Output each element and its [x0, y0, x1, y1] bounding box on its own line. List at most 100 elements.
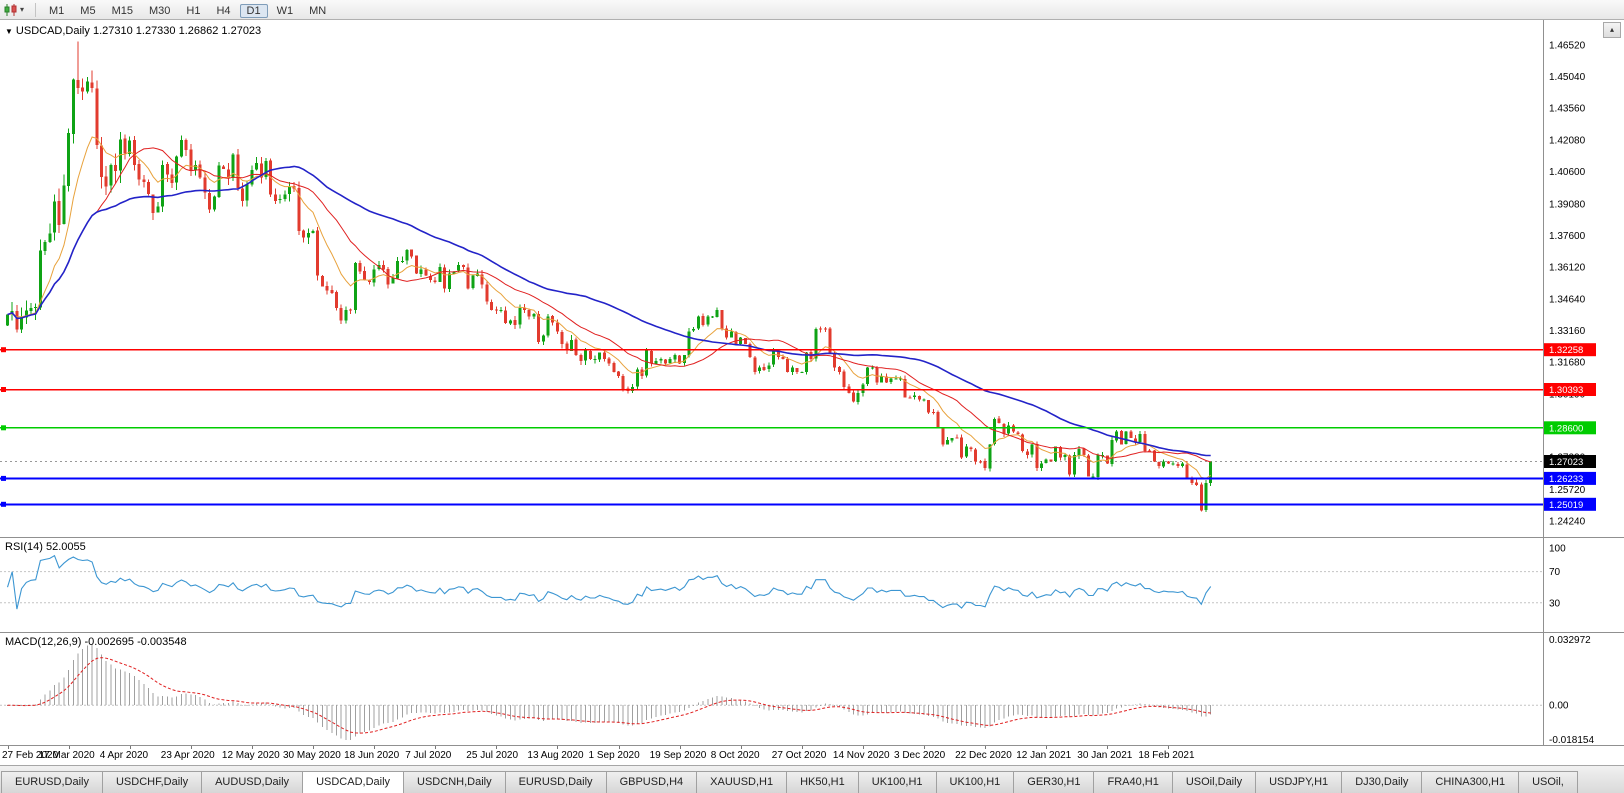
- macd-signal-line: [7, 657, 1211, 734]
- main-chart-canvas[interactable]: 1.46520 1.45040 1.43560 1.42080 1.40600 1.390…: [0, 20, 1624, 537]
- chart-tab-uk100-h1[interactable]: UK100,H1: [935, 771, 1015, 793]
- date-tick-mark: [924, 746, 925, 749]
- rsi-label: RSI(14) 52.0055: [5, 541, 86, 553]
- chart-tab-usoil[interactable]: USOil,: [1518, 771, 1578, 793]
- date-tick-mark: [435, 746, 437, 749]
- date-axis-label: 14 Nov 2020: [832, 750, 890, 761]
- svg-text:1.43560: 1.43560: [1549, 104, 1586, 115]
- chart-ohlc-values: 1.27310 1.27330 1.26862 1.27023: [92, 25, 262, 37]
- date-tick-mark: [313, 746, 314, 749]
- svg-text:1.45040: 1.45040: [1549, 72, 1586, 83]
- chart-tab-usdcnh-daily[interactable]: USDCNH,Daily: [403, 771, 506, 793]
- timeframe-button-m5[interactable]: M5: [80, 4, 96, 17]
- chart-tab-ger30-h1[interactable]: GER30,H1: [1013, 771, 1095, 793]
- chart-tab-china300-h1[interactable]: CHINA300,H1: [1421, 771, 1520, 793]
- level-anchor-square: [1, 501, 6, 507]
- chart-tab-dj30-daily[interactable]: DJ30,Daily: [1341, 771, 1423, 793]
- rsi-line: [6, 554, 1212, 610]
- svg-text:1.33160: 1.33160: [1549, 326, 1586, 337]
- svg-text:1.28600: 1.28600: [1549, 423, 1583, 434]
- candlestick-chart-icon: [4, 3, 17, 16]
- chart-scroll-up-button[interactable]: ▴: [1603, 22, 1621, 38]
- chart-tab-bar: EURUSD,Daily USDCHF,Daily AUDUSD,Daily USDC…: [0, 765, 1624, 793]
- timeframe-toolbar: ▾ M1 M5 M15 M30 H1 H4 D1 W1 MN: [0, 0, 1624, 20]
- level-anchor-square: [1, 347, 6, 353]
- date-axis[interactable]: 27 Feb 2020 17 Mar 2020 4 Apr 2020 23 Apr 2…: [0, 745, 1624, 765]
- date-axis-label: 4 Apr 2020: [99, 750, 149, 761]
- chart-tab-xauusd-h1[interactable]: XAUUSD,H1: [696, 771, 788, 793]
- timeframe-button-m15[interactable]: M15: [111, 4, 133, 17]
- date-axis-label: 23 Apr 2020: [160, 750, 215, 761]
- chart-tab-eurusd-daily[interactable]: EURUSD,Daily: [1, 771, 103, 793]
- svg-text:-0.018154: -0.018154: [1549, 735, 1594, 745]
- svg-text:1.39080: 1.39080: [1549, 199, 1586, 210]
- svg-text:0.00: 0.00: [1549, 701, 1569, 712]
- timeframe-button-w1[interactable]: W1: [276, 4, 294, 17]
- rsi-indicator-panel: 100 70 30 RSI(14) 52.0055: [0, 537, 1624, 633]
- chart-tab-eurusd-daily[interactable]: EURUSD,Daily: [504, 771, 607, 793]
- price-chart-panel: 1.46520 1.45040 1.43560 1.42080 1.40600 1.390…: [0, 20, 1624, 537]
- date-axis-label: 3 Dec 2020: [894, 750, 946, 761]
- date-axis-label: 17 Mar 2020: [38, 750, 95, 761]
- date-tick-mark: [801, 746, 803, 749]
- date-tick-mark: [68, 746, 70, 749]
- svg-text:1.30393: 1.30393: [1549, 385, 1583, 396]
- timeframe-button-group: M1 M5 M15 M30 H1 H4 D1 W1 MN: [41, 1, 334, 19]
- date-axis-label: 19 Sep 2020: [649, 750, 707, 761]
- date-axis-label: 30 May 2020: [283, 750, 341, 761]
- toolbar-separator: [35, 2, 37, 17]
- date-axis-label: 22 Dec 2020: [955, 750, 1012, 761]
- timeframe-button-h1[interactable]: H1: [186, 4, 201, 17]
- chart-tab-usdcad-daily[interactable]: USDCAD,Daily: [302, 771, 405, 793]
- collapse-triangle-icon[interactable]: ▼: [5, 27, 13, 36]
- chart-tab-usdchf-daily[interactable]: USDCHF,Daily: [101, 771, 203, 793]
- macd-chart-canvas[interactable]: 0.032972 0.00 -0.018154: [0, 633, 1624, 745]
- date-axis-label: 27 Oct 2020: [771, 750, 827, 761]
- price-level-label: 1.26233: [1544, 471, 1596, 485]
- date-tick-mark: [251, 746, 253, 749]
- date-tick-mark: [557, 746, 559, 749]
- timeframe-button-d1[interactable]: D1: [239, 3, 268, 18]
- date-axis-label: 18 Jun 2020: [344, 750, 400, 761]
- level-anchor-square: [1, 387, 6, 392]
- candlesticks: [6, 41, 1213, 512]
- svg-text:1.36120: 1.36120: [1549, 263, 1586, 274]
- chart-tab-usdjpy-h1[interactable]: USDJPY,H1: [1255, 771, 1343, 793]
- chart-tab-audusd-daily[interactable]: AUDUSD,Daily: [201, 771, 304, 793]
- date-axis-label: 7 Jul 2020: [405, 750, 452, 761]
- chart-tab-hk50-h1[interactable]: HK50,H1: [786, 771, 859, 793]
- svg-text:0.032972: 0.032972: [1549, 635, 1591, 646]
- date-tick-mark: [129, 746, 131, 749]
- level-anchor-square: [1, 425, 6, 431]
- timeframe-button-mn[interactable]: MN: [309, 4, 327, 17]
- chart-symbol-period: USDCAD,Daily: [15, 25, 90, 37]
- macd-histogram: [7, 643, 1212, 741]
- timeframe-button-h4[interactable]: H4: [216, 4, 231, 17]
- price-level-label: 1.32258: [1544, 343, 1596, 357]
- date-tick-mark: [679, 746, 681, 749]
- chart-tab-fra40-h1[interactable]: FRA40,H1: [1093, 771, 1173, 793]
- timeframe-button-m30[interactable]: M30: [148, 4, 171, 17]
- chart-type-button[interactable]: ▾: [4, 3, 25, 16]
- rsi-chart-canvas[interactable]: 100 70 30: [0, 538, 1624, 632]
- svg-text:1.42080: 1.42080: [1549, 135, 1586, 146]
- date-tick-mark: [1046, 746, 1048, 749]
- date-axis-label: 13 Aug 2020: [527, 750, 584, 761]
- svg-text:1.25720: 1.25720: [1549, 485, 1586, 496]
- svg-text:1.37600: 1.37600: [1549, 231, 1586, 242]
- current-price-label: 1.27023: [1544, 455, 1596, 468]
- date-tick-mark: [862, 746, 864, 749]
- date-tick-mark: [374, 746, 376, 749]
- svg-text:1.32258: 1.32258: [1549, 345, 1583, 356]
- date-axis-label: 18 Feb 2021: [1138, 750, 1195, 761]
- chart-tab-uk100-h1[interactable]: UK100,H1: [857, 771, 937, 793]
- price-level-label: 1.28600: [1544, 421, 1596, 434]
- date-tick-mark: [1168, 746, 1170, 749]
- chart-tab-usoil-daily[interactable]: USOil,Daily: [1171, 771, 1257, 793]
- chevron-down-icon: ▾: [20, 5, 25, 14]
- date-axis-label: 1 Sep 2020: [588, 750, 640, 761]
- price-level-label: 1.30393: [1544, 383, 1596, 396]
- svg-text:1.24240: 1.24240: [1549, 516, 1586, 527]
- chart-tab-gbpusd-h4[interactable]: GBPUSD,H4: [605, 771, 698, 793]
- timeframe-button-m1[interactable]: M1: [49, 4, 65, 17]
